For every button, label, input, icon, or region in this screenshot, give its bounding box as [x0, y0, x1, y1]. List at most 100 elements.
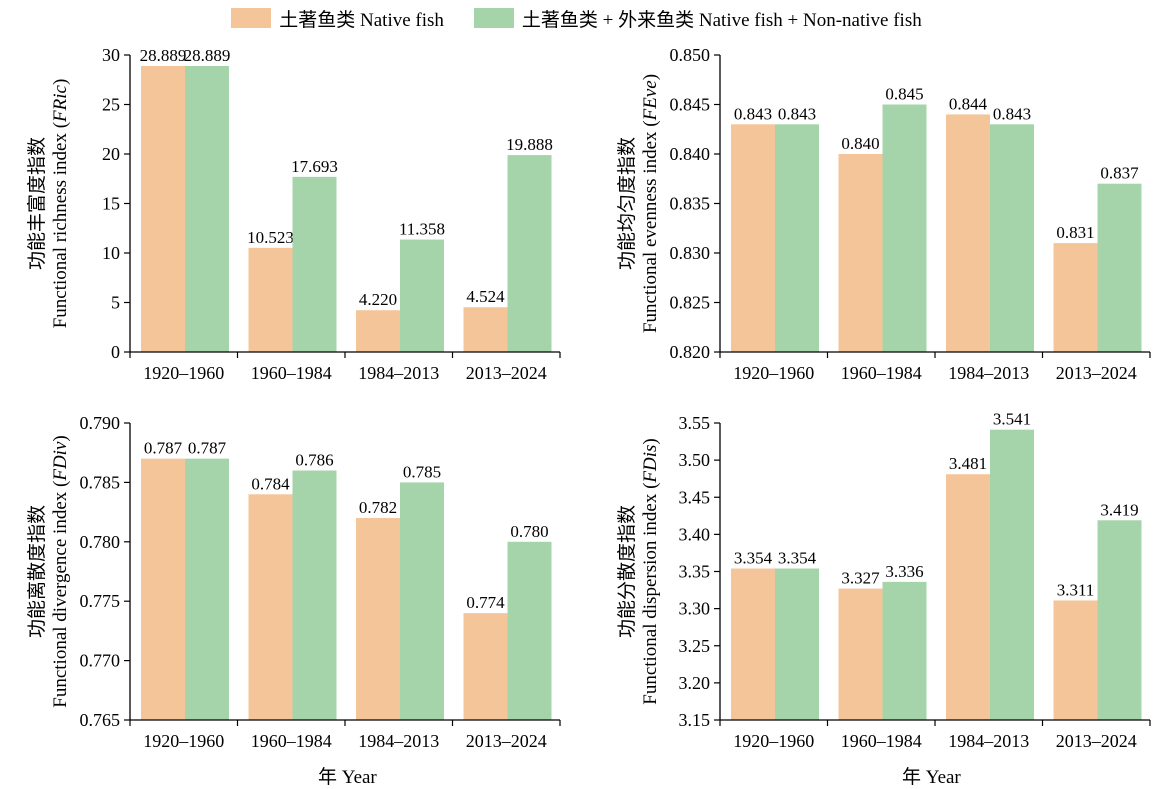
y-axis-title-close-evenness: ) [640, 74, 661, 80]
data-label-divergence-combined-2: 0.785 [403, 462, 441, 481]
legend-item-native: 土著鱼类 Native fish [231, 5, 444, 32]
legend-label-combined: 土著鱼类 + 外来鱼类 Native fish + Non-native fis… [521, 9, 922, 31]
data-label-richness-native-3: 4.524 [466, 287, 505, 306]
x-tick-label-divergence-1: 1960–1984 [251, 731, 332, 751]
x-tick-label-dispersion-0: 1920–1960 [733, 731, 814, 751]
data-label-dispersion-combined-0: 3.354 [778, 549, 817, 568]
bar-dispersion-native-0 [731, 568, 775, 720]
y-tick-label-dispersion-8: 3.55 [679, 413, 711, 433]
x-tick-label-evenness-2: 1984–2013 [948, 363, 1029, 383]
x-tick-label-dispersion-3: 2013–2024 [1056, 731, 1137, 751]
bar-dispersion-combined-2 [990, 429, 1034, 720]
y-tick-label-dispersion-2: 3.25 [679, 636, 711, 656]
y-tick-label-divergence-3: 0.780 [80, 532, 121, 552]
bar-divergence-combined-1 [292, 470, 337, 720]
bar-dispersion-native-2 [946, 474, 990, 720]
data-label-dispersion-native-3: 3.311 [1057, 580, 1095, 599]
y-axis-title-close-richness: ) [50, 79, 71, 85]
data-label-evenness-combined-0: 0.843 [778, 104, 816, 123]
y-axis-title-abbr-richness: FRic [50, 84, 71, 122]
y-tick-label-divergence-2: 0.775 [80, 591, 121, 611]
data-label-evenness-combined-1: 0.845 [885, 85, 923, 104]
y-axis-title-en-text-divergence: Functional divergence index ( [50, 481, 71, 708]
y-tick-label-richness-0: 0 [111, 342, 120, 362]
data-label-divergence-native-0: 0.787 [144, 439, 183, 458]
y-axis-title-abbr-evenness: FEve [640, 80, 661, 121]
data-label-dispersion-combined-2: 3.541 [993, 410, 1031, 429]
y-tick-label-dispersion-0: 3.15 [679, 710, 711, 730]
data-label-divergence-combined-0: 0.787 [188, 439, 227, 458]
bar-dispersion-combined-1 [882, 581, 927, 720]
bar-divergence-combined-0 [185, 458, 229, 720]
bar-evenness-native-3 [1053, 243, 1098, 352]
bar-divergence-native-1 [248, 494, 293, 720]
data-label-dispersion-combined-1: 3.336 [885, 562, 923, 581]
data-label-divergence-combined-1: 0.786 [295, 451, 333, 470]
legend-swatch-combined [473, 8, 514, 28]
x-tick-label-divergence-0: 1920–1960 [143, 731, 224, 751]
y-axis-title-en-text-richness: Functional richness index ( [50, 122, 71, 328]
y-axis-title-en-text-evenness: Functional evenness index ( [640, 120, 661, 333]
data-label-richness-combined-2: 11.358 [399, 220, 445, 239]
y-tick-label-evenness-5: 0.845 [670, 95, 711, 115]
y-tick-label-dispersion-6: 3.45 [679, 487, 711, 507]
bar-divergence-native-3 [463, 613, 508, 720]
bar-divergence-combined-3 [507, 541, 552, 720]
panel-dispersion: 3.354 3.327 3.481 3.311 3.354 3.336 3.541 3.419… [616, 410, 1151, 751]
x-tick-label-richness-0: 1920–1960 [143, 363, 224, 383]
y-tick-label-divergence-1: 0.770 [80, 651, 121, 671]
y-axis-title-cn-divergence: 功能离散度指数 [26, 505, 48, 638]
y-tick-label-richness-3: 15 [102, 194, 120, 214]
bar-evenness-native-2 [946, 114, 990, 353]
data-label-dispersion-native-2: 3.481 [949, 454, 987, 473]
y-axis-title-en-text-dispersion: Functional dispersion index ( [640, 483, 661, 705]
bar-richness-native-0 [141, 65, 185, 352]
data-label-evenness-combined-3: 0.837 [1100, 164, 1139, 183]
bar-richness-combined-1 [292, 176, 337, 352]
data-label-evenness-native-3: 0.831 [1056, 223, 1094, 242]
x-axis-title-left: 年 Year [318, 767, 377, 788]
y-tick-label-evenness-2: 0.830 [670, 243, 711, 263]
y-tick-label-divergence-0: 0.765 [80, 710, 121, 730]
y-axis-title-cn-richness: 功能丰富度指数 [26, 137, 48, 270]
y-tick-label-evenness-1: 0.825 [670, 293, 711, 313]
y-tick-label-dispersion-5: 3.40 [679, 524, 711, 544]
bar-evenness-combined-0 [775, 124, 819, 352]
y-tick-label-richness-2: 10 [102, 243, 120, 263]
y-tick-label-evenness-4: 0.840 [670, 144, 711, 164]
bar-richness-combined-3 [507, 155, 552, 352]
data-label-evenness-native-2: 0.844 [949, 94, 988, 113]
x-tick-label-evenness-1: 1960–1984 [841, 363, 922, 383]
y-tick-label-dispersion-3: 3.30 [679, 599, 711, 619]
y-tick-label-dispersion-4: 3.35 [679, 562, 711, 582]
bar-richness-native-1 [248, 247, 293, 352]
y-tick-label-dispersion-1: 3.20 [679, 673, 711, 693]
data-label-evenness-native-0: 0.843 [734, 104, 772, 123]
legend-item-combined: 土著鱼类 + 外来鱼类 Native fish + Non-native fis… [473, 5, 922, 32]
y-axis-title-en-dispersion: Functional dispersion index (FDis) [640, 438, 661, 705]
y-tick-label-richness-5: 25 [102, 95, 120, 115]
x-tick-label-richness-1: 1960–1984 [251, 363, 332, 383]
data-label-richness-combined-3: 19.888 [506, 135, 553, 154]
data-label-richness-combined-0: 28.889 [184, 46, 231, 65]
y-tick-label-richness-1: 5 [111, 293, 120, 313]
y-tick-label-richness-4: 20 [102, 144, 120, 164]
bar-evenness-native-0 [731, 124, 775, 352]
bar-dispersion-native-3 [1053, 600, 1098, 720]
y-tick-label-divergence-4: 0.785 [80, 472, 121, 492]
y-tick-label-dispersion-7: 3.50 [679, 450, 711, 470]
y-axis-title-cn-evenness: 功能均匀度指数 [616, 137, 638, 270]
y-tick-label-evenness-0: 0.820 [670, 342, 711, 362]
y-axis-title-en-evenness: Functional evenness index (FEve) [640, 74, 661, 333]
bar-evenness-combined-3 [1097, 183, 1142, 352]
bar-dispersion-native-1 [838, 588, 883, 720]
y-axis-title-cn-dispersion: 功能分散度指数 [616, 505, 638, 638]
y-tick-label-richness-6: 30 [102, 45, 120, 65]
bar-dispersion-combined-0 [775, 568, 819, 720]
data-label-dispersion-combined-3: 3.419 [1100, 500, 1138, 519]
data-label-dispersion-native-0: 3.354 [734, 549, 773, 568]
x-tick-label-evenness-3: 2013–2024 [1056, 363, 1137, 383]
data-label-divergence-combined-3: 0.780 [510, 522, 548, 541]
y-axis-title-en-richness: Functional richness index (FRic) [50, 79, 71, 329]
